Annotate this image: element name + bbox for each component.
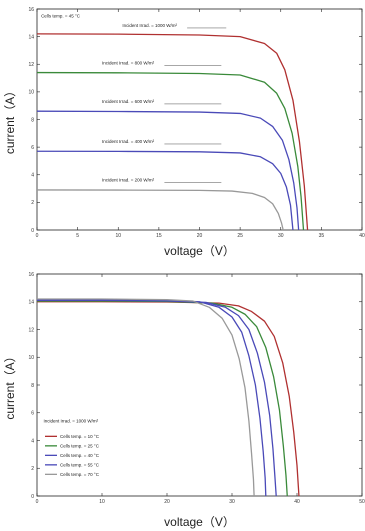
y-tick-label: 8 [31,383,34,389]
legend-entry: Cells temp. = 10 °C [60,434,100,439]
y-tick-label: 16 [28,7,34,13]
x-tick-label: 0 [36,499,39,505]
y-tick-label: 10 [28,90,34,96]
annotation-label: Incident Irrad. = 200 W/m² [102,178,155,183]
annotation-label: Incident Irrad. = 800 W/m² [102,60,155,65]
x-tick-label: 25 [237,233,243,239]
y-tick-label: 2 [31,200,34,206]
x-tick-label: 40 [359,233,365,239]
annotation-label: Incident Irrad. = 1000 W/m² [122,23,177,28]
y-tick-label: 2 [31,466,34,472]
series-line [36,110,300,231]
iv-chart-irradiance: 0 5 10 15 20 25 30 35 40 0 2 4 6 8 10 12 14 16 Cells temp.… [3,7,365,258]
x-tick-label: 0 [36,233,39,239]
series-line [37,298,255,497]
series-line [36,150,294,231]
x-tick-label: 5 [76,233,79,239]
y-tick-label: 16 [28,272,34,278]
x-tick-label: 20 [197,233,203,239]
y-tick-label: 8 [31,117,34,123]
y-tick-label: 14 [28,34,34,40]
x-axis-title: voltage（V） [164,515,235,529]
x-tick-label: 20 [164,499,170,505]
y-tick-label: 4 [31,173,34,179]
legend-entry: Cells temp. = 40 °C [60,453,100,458]
y-tick-label: 14 [28,300,34,306]
y-tick-label: 12 [28,62,34,68]
x-tick-label: 10 [115,233,121,239]
y-tick-label: 10 [28,355,34,361]
x-axis-title: voltage（V） [164,244,235,258]
annotation-label: Incident Irrad. = 1000 W/m² [44,418,99,423]
y-tick-label: 6 [31,411,34,417]
annotation-label: Cells temp. = 45 °C [41,13,81,18]
y-tick-label: 0 [31,494,34,500]
x-tick-label: 15 [156,233,162,239]
series-line [36,71,305,231]
iv-chart-temperature: 0 10 20 30 40 50 0 2 4 6 8 10 12 14 16 Incident Irrad. … [3,272,365,529]
y-tick-label: 12 [28,327,34,333]
legend-entry: Cells temp. = 55 °C [60,462,100,467]
legend-entry: Cells temp. = 25 °C [60,443,100,448]
series-line [36,33,309,231]
legend-entry: Cells temp. = 70 °C [60,472,100,477]
x-tick-label: 35 [319,233,325,239]
x-tick-label: 30 [229,499,235,505]
y-tick-label: 0 [31,228,34,234]
annotation-label: Incident Irrad. = 400 W/m² [102,139,155,144]
y-axis-title: current（A） [3,85,17,154]
series-line [37,299,267,497]
x-tick-label: 30 [278,233,284,239]
y-tick-label: 6 [31,145,34,151]
x-tick-label: 10 [99,499,105,505]
x-tick-label: 40 [294,499,300,505]
plot-frame [36,8,363,231]
y-axis-title: current（A） [3,350,17,419]
x-tick-label: 50 [359,499,365,505]
series-line [36,189,284,231]
y-tick-label: 4 [31,438,34,444]
annotation-label: Incident Irrad. = 600 W/m² [102,99,155,104]
